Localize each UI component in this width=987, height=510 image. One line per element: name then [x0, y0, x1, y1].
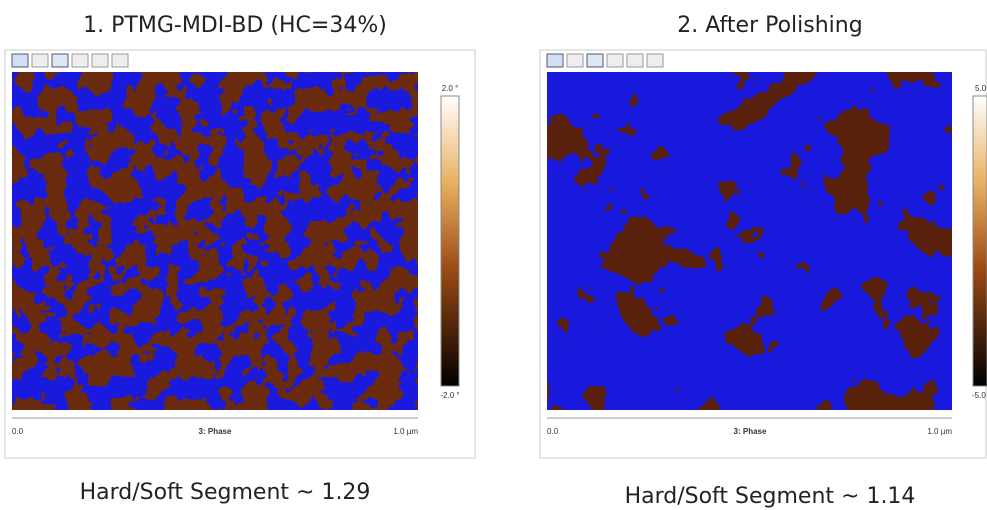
scale-top: 2.0 ° [442, 84, 459, 93]
axis-left: 0.0 [12, 427, 24, 436]
axis-center: 3: Phase [199, 427, 232, 436]
tool-button[interactable] [52, 54, 68, 67]
tool-button[interactable] [92, 54, 108, 67]
caption: Hard/Soft Segment ~ 1.14 [625, 484, 916, 509]
tool-button[interactable] [607, 54, 623, 67]
panel-title: 2. After Polishing [677, 13, 862, 38]
axis-right: 1.0 µm [393, 427, 418, 436]
tool-button[interactable] [112, 54, 128, 67]
scale-bottom: -2.0 ° [440, 391, 459, 400]
axis-left: 0.0 [547, 427, 559, 436]
figure: 1. PTMG-MDI-BD (HC=34%) 2.0 ° -2.0 ° 0.0… [0, 0, 987, 510]
tool-button[interactable] [587, 54, 603, 67]
tool-button[interactable] [72, 54, 88, 67]
caption: Hard/Soft Segment ~ 1.29 [80, 480, 371, 505]
color-bar [441, 96, 459, 386]
axis-right: 1.0 µm [927, 427, 952, 436]
phase-domains [547, 72, 952, 410]
phase-domains [12, 72, 418, 410]
tool-button[interactable] [647, 54, 663, 67]
scale-bottom: -5.0 [972, 391, 986, 400]
axis-center: 3: Phase [734, 427, 767, 436]
tool-button[interactable] [32, 54, 48, 67]
color-bar [973, 96, 987, 386]
panel: 1. PTMG-MDI-BD (HC=34%) 2.0 ° -2.0 ° 0.0… [5, 13, 475, 505]
tool-button[interactable] [12, 54, 28, 67]
tool-button[interactable] [567, 54, 583, 67]
panel: 2. After Polishing 5.0 -5.0 0.0 3: Phase… [540, 13, 987, 509]
tool-button[interactable] [547, 54, 563, 67]
scale-top: 5.0 [975, 84, 987, 93]
tool-button[interactable] [627, 54, 643, 67]
panel-title: 1. PTMG-MDI-BD (HC=34%) [83, 13, 387, 38]
